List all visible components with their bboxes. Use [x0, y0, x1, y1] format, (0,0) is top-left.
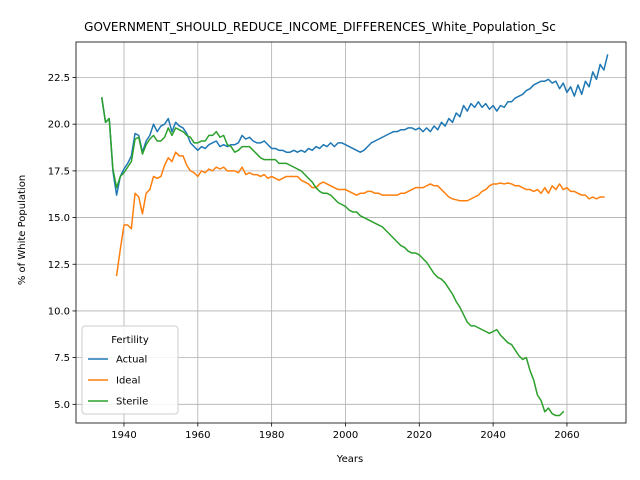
legend-title: Fertility [111, 335, 149, 346]
series-line-sterile [100, 97, 565, 417]
x-tick-label: 2000 [333, 430, 358, 441]
x-axis: 1940 1960 1980 2000 2020 2040 2060 [111, 423, 580, 441]
plot-series [100, 54, 609, 417]
y-tick-label: 15.0 [48, 213, 70, 224]
y-tick-label: 12.5 [48, 260, 70, 271]
legend: Fertility Actual Ideal Sterile [81, 325, 179, 415]
chart-title: GOVERNMENT_SHOULD_REDUCE_INCOME_DIFFEREN… [84, 20, 556, 34]
y-tick-label: 17.5 [48, 166, 70, 177]
y-tick-label: 10.0 [48, 306, 70, 317]
y-axis-label: % of White Population [17, 175, 28, 285]
legend-label-sterile: Sterile [116, 397, 148, 408]
series-line-ideal [115, 151, 605, 277]
plot-frame [75, 41, 627, 424]
x-tick-label: 1960 [185, 430, 210, 441]
series-line-actual [100, 54, 609, 196]
legend-label-actual: Actual [116, 355, 147, 366]
x-tick-label: 1980 [259, 430, 284, 441]
y-tick-label: 22.5 [48, 73, 70, 84]
legend-label-ideal: Ideal [116, 376, 140, 387]
x-tick-label: 2060 [554, 430, 579, 441]
y-tick-label: 5.0 [54, 400, 70, 411]
legend-box [81, 325, 179, 415]
y-tick-label: 7.5 [54, 353, 70, 364]
x-axis-label: Years [336, 454, 363, 465]
y-axis: 5.0 7.5 10.0 12.5 15.0 17.5 20.0 22.5 [48, 73, 76, 411]
y-tick-label: 20.0 [48, 120, 70, 131]
x-tick-label: 2040 [480, 430, 505, 441]
x-tick-label: 1940 [111, 430, 136, 441]
x-tick-label: 2020 [407, 430, 432, 441]
